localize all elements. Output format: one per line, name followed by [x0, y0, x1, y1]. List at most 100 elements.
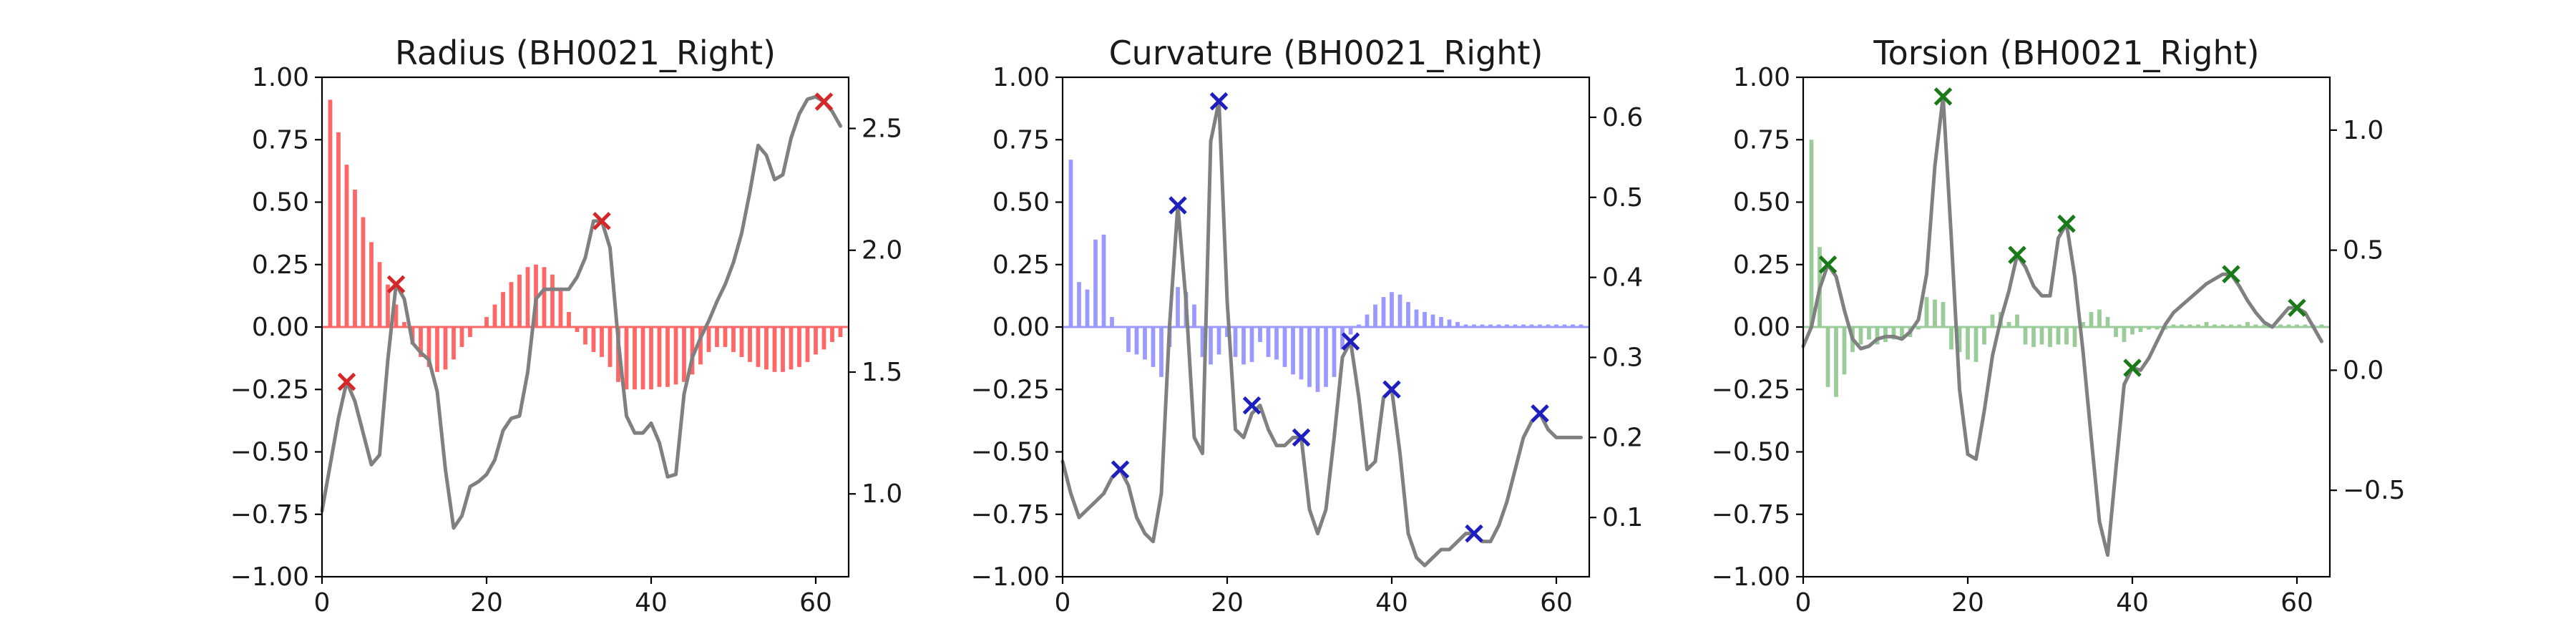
- radius-y-tick-label: 0.25: [252, 250, 309, 280]
- torsion-y-tick-label: −0.75: [1712, 500, 1790, 530]
- curvature-y-tick-label: −0.75: [971, 500, 1050, 530]
- curvature-bar: [1241, 327, 1246, 365]
- curvature-y2-tick-label: 0.3: [1602, 343, 1643, 373]
- torsion-bar: [1941, 302, 1946, 327]
- radius-y-tick-label: −1.00: [230, 562, 309, 592]
- curvature-peak-markers: [1111, 92, 1549, 543]
- radius-bar: [443, 327, 448, 370]
- curvature-y-tick-label: 0.00: [992, 313, 1050, 342]
- torsion-peak-marker-stroke-b: [2057, 214, 2076, 233]
- radius-peak-marker-stroke-b: [814, 92, 834, 111]
- torsion-bar: [1842, 327, 1847, 375]
- torsion-bar: [2319, 324, 2324, 327]
- torsion-bar: [1834, 327, 1838, 397]
- torsion-bar: [1990, 314, 1995, 327]
- radius-bar: [591, 327, 596, 352]
- curvature-bar: [1216, 327, 1221, 355]
- curvature-raw-series: [1060, 99, 1583, 567]
- radius-bar: [452, 327, 456, 360]
- torsion-bar: [2147, 327, 2151, 330]
- torsion-bar: [1966, 327, 1970, 360]
- radius-x-tick-label: 20: [470, 588, 503, 618]
- curvature-panel: Curvature (BH0021_Right) 0 20 40 60 −1.00 −0…: [971, 34, 1644, 618]
- radius-y-tick-label: −0.75: [230, 500, 309, 530]
- radius-bar: [377, 262, 382, 327]
- torsion-bar: [2089, 312, 2094, 327]
- torsion-bar: [2286, 324, 2291, 327]
- torsion-bar: [2097, 309, 2102, 327]
- radius-peak-marker: [337, 372, 356, 391]
- radius-y-tick-label: 0.75: [252, 125, 309, 155]
- curvature-bar: [1077, 282, 1081, 327]
- torsion-x-tick-label: 60: [2280, 588, 2313, 618]
- torsion-y-tick-label: −1.00: [1712, 562, 1790, 592]
- curvature-peak-marker: [1292, 428, 1311, 447]
- curvature-y-tick-label: 1.00: [992, 63, 1050, 92]
- torsion-bar: [1924, 297, 1929, 327]
- torsion-bar: [2072, 327, 2077, 347]
- torsion-panel: Torsion (BH0021_Right) 0 20 40 60 −1.00 −0.7…: [1712, 34, 2406, 618]
- curvature-bar: [1299, 327, 1304, 380]
- curvature-bar: [1571, 324, 1575, 327]
- radius-bar: [402, 322, 406, 327]
- curvature-bar: [1381, 297, 1386, 327]
- curvature-bar: [1423, 312, 1427, 327]
- radius-y2-tick-label: 2.0: [862, 236, 902, 265]
- curvature-bar: [1357, 324, 1361, 327]
- radius-x-tick-label: 40: [635, 588, 668, 618]
- radius-bar: [369, 242, 374, 327]
- torsion-peak-marker: [1818, 255, 1838, 274]
- radius-bar: [344, 165, 349, 327]
- radius-bar: [394, 304, 399, 327]
- radius-peak-markers: [337, 92, 834, 391]
- curvature-bar: [1332, 327, 1337, 377]
- torsion-bar: [2056, 327, 2061, 345]
- curvature-bar: [1455, 322, 1460, 327]
- curvature-peak-marker-stroke-b: [1111, 460, 1130, 479]
- torsion-x-tick-label: 40: [2116, 588, 2149, 618]
- radius-raw-line: [320, 94, 842, 530]
- curvature-bar: [1414, 309, 1419, 327]
- radius-bar: [525, 267, 530, 327]
- torsion-peak-marker: [2222, 265, 2240, 283]
- radius-bar: [715, 327, 719, 347]
- curvature-y2-tick-label: 0.1: [1602, 503, 1643, 532]
- torsion-x-ticks: 0 20 40 60: [1795, 577, 2313, 618]
- curvature-bar: [1397, 294, 1402, 327]
- curvature-bar: [1085, 289, 1090, 327]
- radius-bar: [459, 327, 464, 347]
- curvature-peak-marker-stroke-b: [1242, 396, 1262, 415]
- torsion-peak-marker-stroke-b: [1933, 87, 1953, 106]
- curvature-bar: [1521, 324, 1526, 327]
- radius-bar: [830, 327, 834, 342]
- radius-bar: [484, 317, 489, 327]
- curvature-bar: [1463, 324, 1468, 327]
- curvature-peak-marker: [1111, 460, 1130, 479]
- torsion-bar: [2212, 324, 2217, 327]
- radius-bar: [723, 327, 728, 347]
- curvature-bar: [1068, 160, 1073, 327]
- torsion-y-tick-label: −0.50: [1712, 438, 1790, 467]
- curvature-x-tick-label: 60: [1540, 588, 1573, 618]
- curvature-y-tick-label: −0.50: [971, 438, 1050, 467]
- torsion-peak-marker-stroke-b: [2288, 298, 2306, 317]
- radius-bar: [838, 327, 843, 337]
- curvature-bar: [1562, 324, 1567, 327]
- curvature-x-tick-label: 20: [1211, 588, 1244, 618]
- curvature-bar: [1101, 234, 1106, 327]
- curvature-peak-marker: [1382, 380, 1401, 399]
- torsion-y2-tick-label: −0.5: [2343, 476, 2405, 505]
- curvature-bar: [1134, 327, 1139, 355]
- curvature-y2-tick-label: 0.4: [1602, 263, 1643, 293]
- torsion-y-tick-label: 0.50: [1733, 188, 1790, 218]
- curvature-bar: [1554, 324, 1558, 327]
- radius-bar: [509, 282, 514, 327]
- torsion-bar: [1858, 327, 1863, 345]
- torsion-peak-markers: [1818, 87, 2306, 377]
- torsion-bar: [1900, 327, 1904, 337]
- radius-bar: [534, 264, 538, 327]
- radius-peak-marker-stroke-b: [337, 372, 356, 391]
- torsion-y-tick-label: 0.75: [1733, 125, 1790, 155]
- radius-bar: [492, 304, 497, 327]
- curvature-bar: [1447, 319, 1452, 327]
